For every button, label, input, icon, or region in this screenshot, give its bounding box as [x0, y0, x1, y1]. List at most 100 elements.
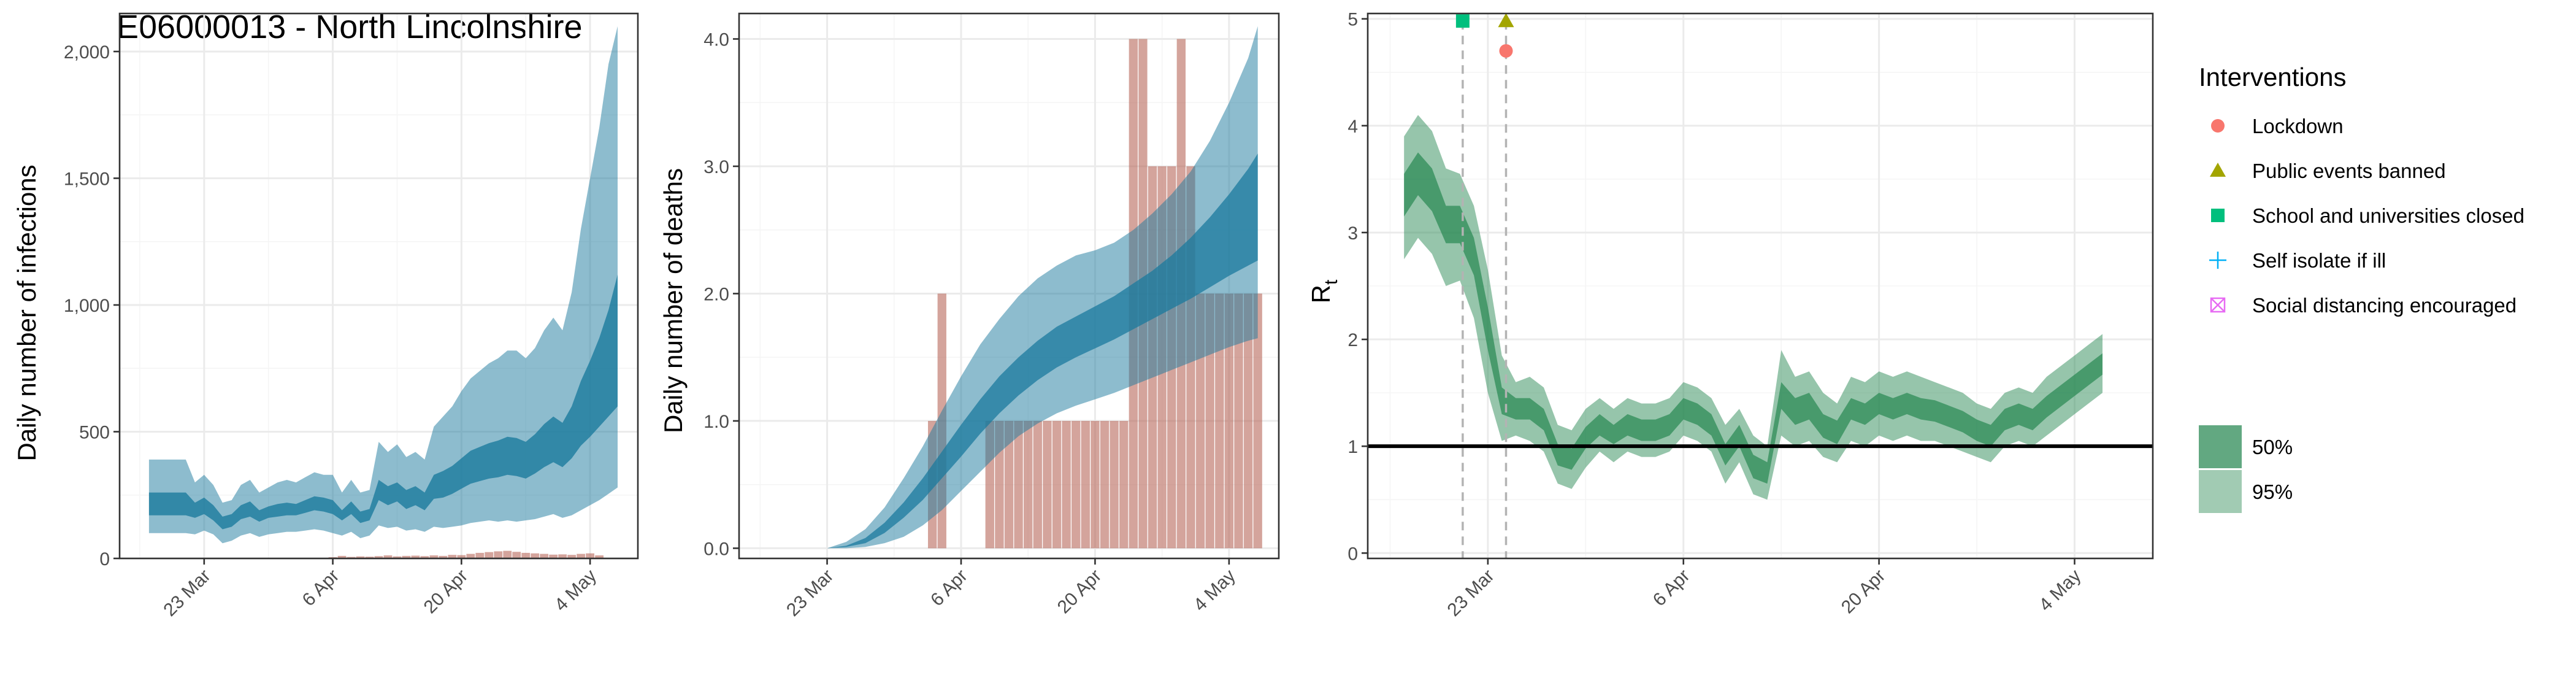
- deaths-y-tick-label: 3.0: [703, 157, 729, 177]
- infections-x-tick-label: 6 Apr: [299, 566, 343, 611]
- legend-title: Interventions: [2199, 63, 2346, 91]
- rt-y-ticks: 0 1 2 3 4 5: [1347, 10, 1368, 564]
- deaths-bar: [1100, 420, 1110, 549]
- legend-items: Lockdown Public events banned School and u…: [2209, 115, 2524, 317]
- rt-y-tick-label: 5: [1347, 10, 1358, 30]
- infections-bar: [383, 555, 393, 558]
- deaths-bar: [1043, 420, 1052, 549]
- legend-band-label: 95%: [2252, 480, 2293, 503]
- infections-y-tick-label: 1,000: [64, 296, 110, 316]
- infections-bar: [411, 555, 420, 558]
- rt-intervention-lines: [1462, 21, 1508, 558]
- rt-y-tick-label: 0: [1347, 544, 1358, 564]
- deaths-bar: [1253, 293, 1262, 549]
- rt-band-95: [1404, 115, 2103, 500]
- rt-intervention-marker-circle: [1499, 44, 1513, 58]
- infections-panel: E06000013 - North Lincolnshire Daily num…: [12, 9, 639, 620]
- infections-bands: [148, 26, 618, 544]
- deaths-band-50: [827, 153, 1258, 549]
- infections-bar: [503, 550, 512, 558]
- rt-y-tick-label: 3: [1347, 223, 1358, 244]
- rt-intervention-markers: [1455, 13, 1514, 58]
- infections-band-50: [148, 274, 618, 530]
- infections-bar: [356, 556, 365, 558]
- infections-bar: [485, 552, 494, 558]
- deaths-band-95: [827, 26, 1258, 549]
- rt-y-axis-sub: t: [1321, 279, 1341, 285]
- legend-marker-plus: [2209, 252, 2226, 269]
- infections-bar: [393, 556, 402, 558]
- legend-item-label: Self isolate if ill: [2252, 249, 2386, 272]
- infections-x-ticks: 23 Mar 6 Apr 20 Apr 4 May: [159, 558, 600, 620]
- infections-bar: [540, 554, 549, 558]
- deaths-bar: [1014, 420, 1023, 549]
- infections-bar: [365, 557, 374, 558]
- rt-y-tick-label: 2: [1347, 330, 1358, 350]
- deaths-bar: [1062, 420, 1071, 549]
- deaths-bar: [1224, 293, 1234, 549]
- deaths-x-tick-label: 20 Apr: [1054, 566, 1106, 618]
- legend-band-swatch: [2199, 425, 2242, 468]
- deaths-y-tick-label: 1.0: [703, 412, 729, 432]
- deaths-x-tick-label: 23 Mar: [783, 566, 837, 620]
- legend-marker-square: [2211, 209, 2225, 222]
- infections-y-tick-label: 0: [99, 549, 110, 569]
- deaths-bar: [1024, 420, 1033, 549]
- deaths-bands: [827, 26, 1258, 549]
- deaths-bar: [1004, 420, 1014, 549]
- rt-intervention-marker-triangle: [1498, 13, 1514, 28]
- legend: Interventions Lockdown Public events bann…: [2199, 63, 2524, 513]
- legend-item-label: School and universities closed: [2252, 204, 2524, 227]
- rt-y-tick-label: 1: [1347, 437, 1358, 457]
- deaths-x-tick-label: 6 Apr: [927, 566, 972, 611]
- infections-bar: [374, 556, 383, 558]
- rt-x-tick-label: 20 Apr: [1838, 566, 1890, 618]
- infections-bar: [577, 554, 586, 558]
- deaths-bar: [1243, 293, 1253, 549]
- infections-bar: [420, 556, 429, 558]
- deaths-y-ticks: 0.0 1.0 2.0 3.0 4.0: [703, 29, 739, 559]
- deaths-bar: [1215, 293, 1224, 549]
- legend-bands: 50% 95%: [2199, 425, 2293, 513]
- infections-bar: [494, 551, 503, 558]
- deaths-panel: Daily number of deaths 0.0 1.0 2.0 3.0 4.0 2…: [659, 12, 1280, 620]
- infections-bar: [439, 555, 448, 558]
- infections-bar: [586, 553, 594, 558]
- deaths-bar: [1091, 420, 1100, 549]
- legend-item-label: Social distancing encouraged: [2252, 294, 2517, 317]
- rt-panel-border: [1367, 12, 2154, 560]
- infections-bar: [595, 555, 604, 558]
- rt-y-axis-title: Rt: [1306, 279, 1341, 303]
- deaths-bar: [1234, 293, 1243, 549]
- infections-x-tick-label: 20 Apr: [420, 566, 472, 618]
- infections-bar: [512, 552, 521, 558]
- infections-bar: [429, 555, 439, 558]
- infections-bar: [337, 555, 347, 558]
- deaths-bar: [1205, 293, 1214, 549]
- infections-bar: [558, 554, 567, 558]
- chart-title: E06000013 - North Lincolnshire: [117, 9, 582, 45]
- deaths-bar: [1110, 420, 1119, 549]
- infections-x-tick-label: 23 Mar: [159, 566, 214, 620]
- legend-item-label: Lockdown: [2252, 115, 2344, 137]
- infections-bar: [457, 555, 466, 558]
- infections-x-tick-label: 4 May: [551, 566, 600, 615]
- legend-band-swatch: [2199, 470, 2242, 513]
- rt-panel: Rt 0 1 2 3 4 5 23 Mar 6 Apr 20 Apr 4 May: [1306, 10, 2154, 620]
- rt-y-tick-label: 4: [1347, 117, 1358, 137]
- legend-item-label: Public events banned: [2252, 160, 2446, 182]
- infections-bar: [567, 555, 577, 558]
- rt-x-tick-label: 23 Mar: [1443, 566, 1498, 620]
- infections-bar: [531, 553, 540, 558]
- deaths-panel-border: [738, 12, 1280, 560]
- infections-bars: [328, 550, 604, 558]
- legend-marker-circle: [2211, 119, 2225, 133]
- deaths-bar: [1119, 420, 1129, 549]
- infections-band-95: [148, 26, 618, 544]
- rt-x-ticks: 23 Mar 6 Apr 20 Apr 4 May: [1443, 558, 2085, 620]
- rt-intervention-marker-square: [1455, 14, 1470, 28]
- deaths-y-tick-label: 0.0: [703, 539, 729, 559]
- infections-panel-border: [118, 12, 639, 560]
- infections-bar: [402, 555, 411, 558]
